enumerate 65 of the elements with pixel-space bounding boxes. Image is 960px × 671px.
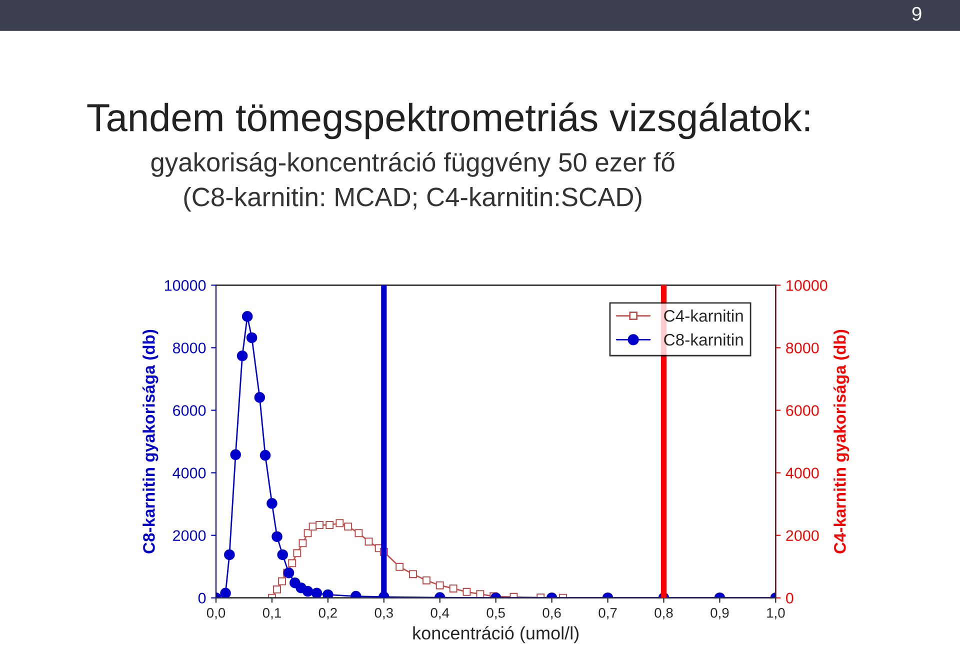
point <box>302 586 314 597</box>
legend-label: C8-karnitin <box>664 333 743 346</box>
point <box>266 498 278 509</box>
point <box>277 549 288 560</box>
point <box>409 570 417 578</box>
point <box>278 577 286 586</box>
point <box>230 449 241 460</box>
chart-subtitle: gyakoriság-koncentráció függvény 50 ezer fő (C8-karnitin: MCAD; C4-karnitin:SCAD) <box>151 152 674 212</box>
y-tick-label: 0 <box>198 592 206 604</box>
point <box>260 450 271 461</box>
point <box>344 522 352 531</box>
chart-title: Tandem tömegspektrometriás vizsgálatok: <box>87 102 810 140</box>
point <box>283 567 294 578</box>
point <box>246 332 258 344</box>
y2-tick-label: 10000 <box>786 280 828 291</box>
point <box>436 581 444 590</box>
point <box>272 531 282 542</box>
point <box>316 521 324 529</box>
point <box>462 588 471 596</box>
point <box>288 559 296 568</box>
text: 9 <box>912 6 922 21</box>
point <box>354 529 363 538</box>
x-tick-label: 0,8 <box>654 608 673 620</box>
point <box>476 590 484 598</box>
legend-label: C4-karnitin <box>664 310 743 322</box>
x-tick-label: 0,6 <box>542 608 561 620</box>
point <box>396 562 404 571</box>
x-axis-title: koncentráció (umol/l) <box>413 626 579 644</box>
x-tick-label: 0,3 <box>374 608 393 620</box>
point <box>254 392 266 403</box>
y-tick-label: 2000 <box>173 530 206 542</box>
point <box>293 549 302 558</box>
x-tick-label: 0,9 <box>710 608 729 620</box>
point <box>449 584 458 592</box>
x-tick-label: 0,0 <box>206 608 226 620</box>
point <box>364 538 373 546</box>
point <box>326 521 334 529</box>
y2-tick-label: 2000 <box>786 530 819 542</box>
y-tick-label: 10000 <box>164 280 206 291</box>
point <box>224 549 235 560</box>
x-tick-label: 1,0 <box>767 608 785 620</box>
y2-tick-label: 6000 <box>786 405 819 416</box>
point <box>304 529 312 538</box>
x-tick-label: 0,4 <box>430 608 450 620</box>
point <box>273 585 281 594</box>
x-tick-label: 0,7 <box>598 608 617 620</box>
y-tick-label: 8000 <box>172 342 206 354</box>
point <box>298 539 307 548</box>
point <box>422 576 430 584</box>
y2-tick-label: 0 <box>786 592 794 604</box>
y-axis-title: C8-karnitin gyakorisága (db) <box>142 330 158 554</box>
point <box>322 589 334 598</box>
y-tick-label: 6000 <box>173 405 206 416</box>
point <box>236 350 248 362</box>
point <box>242 311 253 322</box>
y2-tick-label: 4000 <box>786 468 819 478</box>
x-tick-label: 0,2 <box>318 608 337 620</box>
point <box>311 588 322 598</box>
y2-axis-title: C4-karnitin gyakorisága (db) <box>833 330 850 554</box>
y2-tick-label: 8000 <box>786 342 819 354</box>
x-tick-label: 0,1 <box>262 608 281 620</box>
point <box>336 519 344 528</box>
y-tick-label: 4000 <box>172 468 206 478</box>
point <box>220 588 231 598</box>
x-tick-label: 0,5 <box>486 608 505 620</box>
